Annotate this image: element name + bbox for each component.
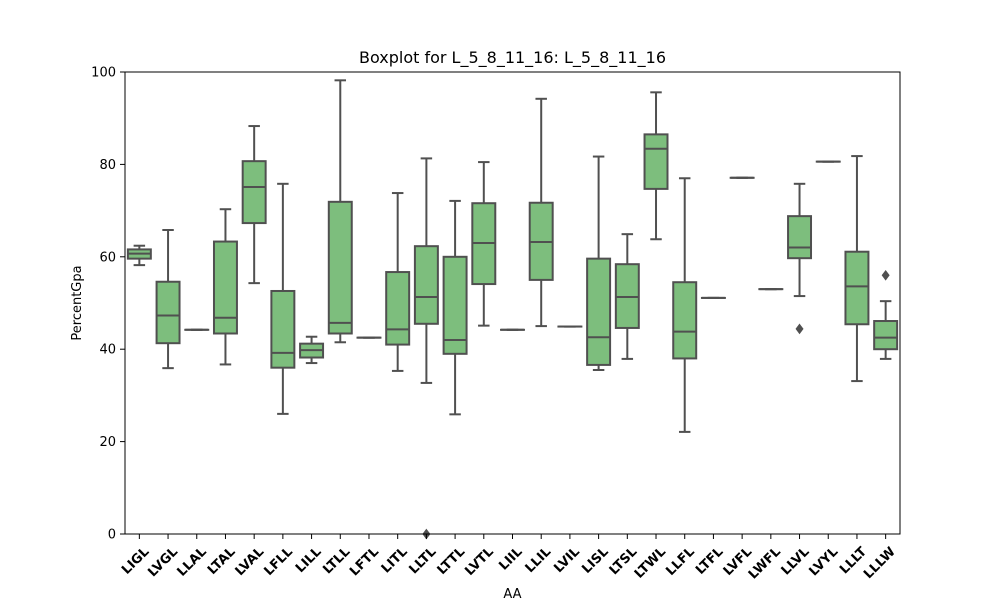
box-ligl xyxy=(126,244,152,267)
box-lill xyxy=(299,335,325,365)
x-tick-label: LFLL xyxy=(261,544,295,578)
x-tick-label: LWFL xyxy=(746,544,784,582)
box-lvgl xyxy=(155,229,181,370)
box-ltsl xyxy=(614,233,640,360)
x-tick-label: LTWL xyxy=(632,544,669,581)
iqr-box xyxy=(327,200,353,335)
iqr-box xyxy=(787,215,813,260)
chart-title: Boxplot for L_5_8_11_16: L_5_8_11_16 xyxy=(359,48,666,68)
box-lttl xyxy=(442,199,468,416)
iqr-box xyxy=(385,271,411,346)
x-tick-label: LILL xyxy=(293,544,325,576)
iqr-box xyxy=(413,245,439,325)
iqr-box xyxy=(155,280,181,345)
box-litl xyxy=(385,192,411,372)
box-lllw xyxy=(873,269,899,360)
x-tick-label: LLLW xyxy=(861,544,899,582)
box-lltl xyxy=(413,157,439,540)
x-tick-label: LVYL xyxy=(806,544,841,579)
x-axis: LIGLLVGLLLALLTALLVALLFLLLILLLTLLLFTLLITL… xyxy=(119,534,899,582)
y-tick-label: 80 xyxy=(99,158,116,173)
box-llvl xyxy=(787,182,813,335)
x-tick-label: LVGL xyxy=(145,544,181,580)
x-tick-label: LISL xyxy=(579,544,611,576)
box-lval xyxy=(241,125,267,285)
y-tick-label: 20 xyxy=(99,435,116,450)
x-tick-label: LTFL xyxy=(693,544,726,577)
outlier-point xyxy=(881,269,890,281)
y-tick-label: 60 xyxy=(99,250,116,265)
x-tick-label: LLVL xyxy=(779,544,813,578)
x-axis-label: AA xyxy=(503,587,521,600)
y-tick-label: 100 xyxy=(91,66,116,81)
x-tick-label: LLIL xyxy=(523,544,555,576)
iqr-box xyxy=(643,133,669,190)
box-ltll xyxy=(327,79,353,344)
iqr-box xyxy=(212,240,238,335)
plot-area xyxy=(126,79,899,540)
outlier-point xyxy=(795,323,804,335)
box-lisl xyxy=(586,155,612,371)
y-axis-label: PercentGpa xyxy=(70,265,85,340)
y-tick-label: 40 xyxy=(99,343,116,358)
x-tick-label: LFTL xyxy=(347,544,382,579)
x-tick-label: LTTL xyxy=(435,544,469,578)
x-tick-label: LVAL xyxy=(233,544,268,579)
x-tick-label: LLTL xyxy=(407,544,440,577)
box-llil xyxy=(528,97,554,328)
x-tick-label: LLAL xyxy=(175,544,210,579)
x-tick-label: LIIL xyxy=(496,544,525,573)
x-tick-label: LVIL xyxy=(551,544,583,576)
x-tick-label: LTLL xyxy=(320,544,353,577)
iqr-box xyxy=(672,281,698,360)
box-lllt xyxy=(844,155,870,383)
iqr-box xyxy=(270,289,296,369)
iqr-box xyxy=(241,160,267,225)
x-tick-label: LLFL xyxy=(663,544,697,578)
y-axis: 0 20 40 60 80 100 xyxy=(91,66,125,543)
x-tick-label: LVTL xyxy=(462,544,496,578)
iqr-box xyxy=(442,255,468,355)
iqr-box xyxy=(586,257,612,366)
box-ltal xyxy=(212,208,238,366)
x-tick-label: LTAL xyxy=(205,544,238,577)
iqr-box xyxy=(873,320,899,351)
box-ltwl xyxy=(643,91,669,241)
box-lfll xyxy=(270,182,296,415)
x-tick-label: LITL xyxy=(379,544,411,576)
plot-frame xyxy=(124,71,901,535)
box-lvtl xyxy=(471,161,497,327)
iqr-box xyxy=(844,250,870,326)
y-tick-label: 0 xyxy=(108,528,116,543)
box-llfl xyxy=(672,177,698,433)
